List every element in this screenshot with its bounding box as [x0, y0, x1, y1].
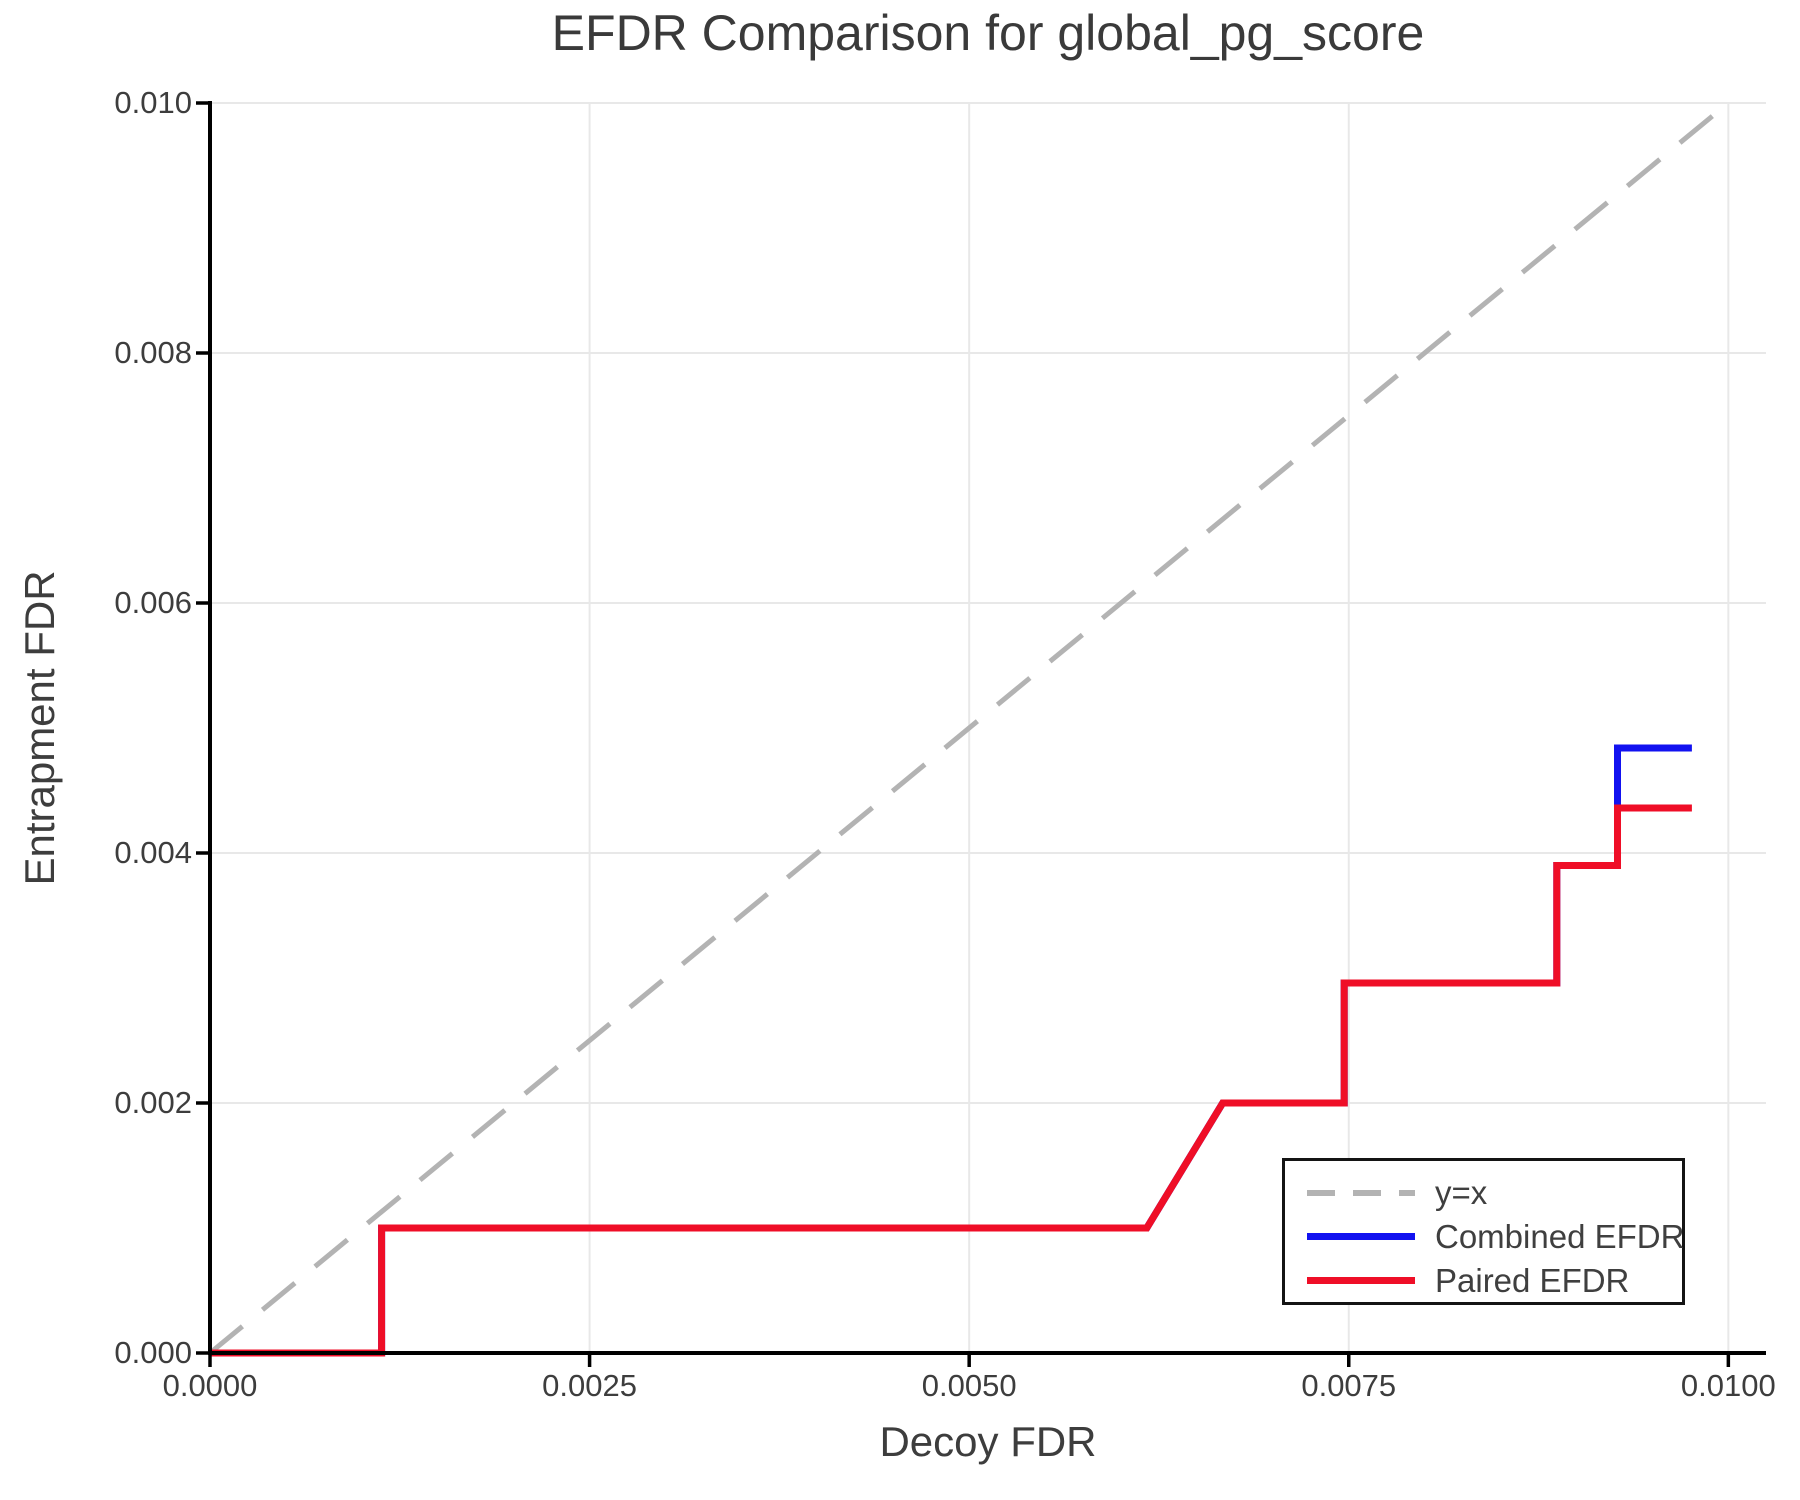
y-tick-label: 0.002 — [114, 1085, 192, 1120]
legend-item-combined-efdr: Combined EFDR — [1307, 1216, 1685, 1256]
legend-item-yx: y=x — [1307, 1173, 1682, 1213]
legend-label-combined-efdr: Combined EFDR — [1435, 1217, 1685, 1255]
y-tick-label: 0.000 — [114, 1335, 192, 1370]
blue-line-swatch — [1307, 1232, 1415, 1240]
y-tick-label: 0.008 — [114, 335, 192, 370]
x-tick-label: 0.0100 — [1680, 1368, 1776, 1403]
red-line-swatch — [1307, 1276, 1415, 1284]
x-tick-label: 0.0000 — [162, 1368, 258, 1403]
y-tick-label: 0.004 — [114, 835, 192, 870]
y-tick-label: 0.010 — [114, 85, 192, 120]
dashed-line-swatch — [1307, 1189, 1415, 1196]
x-axis-label: Decoy FDR — [879, 1418, 1097, 1465]
legend: y=x Combined EFDR Paired EFDR — [1282, 1158, 1685, 1305]
legend-item-paired-efdr: Paired EFDR — [1307, 1260, 1682, 1300]
chart-title: EFDR Comparison for global_pg_score — [551, 5, 1425, 61]
x-tick-label: 0.0025 — [542, 1368, 637, 1403]
x-tick-label: 0.0075 — [1301, 1368, 1397, 1403]
legend-label-yx: y=x — [1435, 1174, 1488, 1212]
legend-label-paired-efdr: Paired EFDR — [1435, 1261, 1630, 1299]
y-tick-label: 0.006 — [114, 585, 192, 620]
x-tick-label: 0.0050 — [921, 1368, 1017, 1403]
